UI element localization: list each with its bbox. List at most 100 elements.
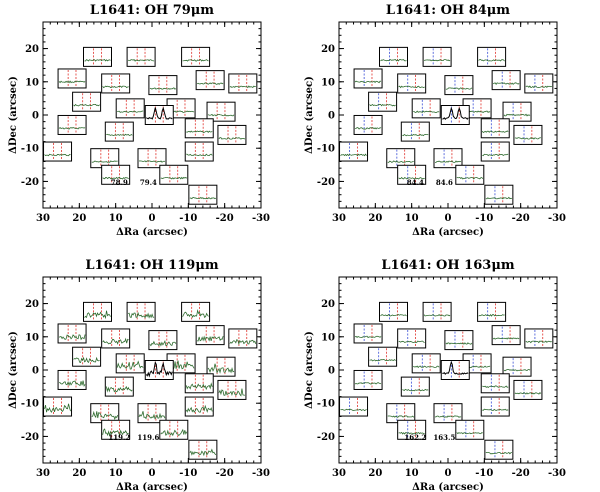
spectrum-trace	[503, 369, 531, 372]
y-tick-label: -20	[317, 432, 335, 443]
spaxel	[440, 360, 470, 380]
spaxel-box	[217, 124, 247, 145]
y-axis-label: ΔDec (arcsec)	[8, 76, 19, 154]
spectrum-trace	[91, 410, 119, 421]
spaxel-box	[115, 98, 145, 119]
spaxel	[455, 164, 485, 185]
spaxel-box	[368, 91, 398, 112]
spectrum-trace	[354, 335, 382, 339]
x-tick-label: 30	[36, 213, 50, 224]
spaxel	[353, 323, 383, 344]
spectrum-trace	[186, 130, 213, 133]
spaxel	[206, 356, 236, 377]
spectrum-trace	[445, 87, 473, 90]
x-tick-label: 0	[445, 213, 452, 224]
spectrum-trace	[189, 196, 217, 200]
spectrum-trace	[117, 110, 144, 113]
spaxel-box	[72, 346, 102, 367]
spaxel	[397, 73, 427, 94]
spaxel-box	[524, 328, 554, 349]
panel-4: L1641: OH 163μm 30 20 10 0 -10 -20 -30 20 10 0 -10 -…	[304, 258, 566, 492]
spectrum-trace	[218, 137, 246, 140]
spaxel	[137, 148, 167, 169]
y-tick-label: 0	[328, 111, 335, 122]
spaxel	[524, 73, 554, 94]
spaxel	[101, 164, 131, 185]
spaxel	[440, 105, 470, 125]
x-tick-label: 0	[149, 213, 156, 224]
spaxel	[353, 68, 383, 89]
spectrum-trace	[485, 451, 513, 455]
spaxel-box	[184, 396, 214, 417]
spaxel-box	[43, 141, 73, 162]
y-tick-label: 20	[321, 44, 335, 55]
spaxel	[228, 73, 258, 94]
spaxel	[433, 148, 463, 169]
spaxel-box	[83, 46, 112, 67]
spaxel	[353, 114, 383, 135]
spectrum-trace	[138, 411, 166, 420]
spaxel	[462, 98, 492, 119]
spectrum-trace	[58, 334, 86, 341]
spaxel	[188, 184, 218, 205]
panel-title: L1641: OH 79μm	[90, 3, 214, 18]
x-tick-label: -20	[216, 213, 234, 224]
spaxel-box	[126, 46, 156, 67]
spectrum-trace	[185, 382, 213, 391]
y-tick-label: 20	[25, 44, 39, 55]
spaxel-box	[104, 376, 134, 397]
spectrum-trace	[196, 82, 224, 85]
spaxel	[144, 105, 174, 125]
line-annotation: 162.2	[404, 433, 426, 442]
spectrum-trace	[482, 408, 509, 411]
panel-title: L1641: OH 84μm	[386, 3, 510, 18]
spaxel-box	[57, 323, 87, 344]
spectrum-trace	[525, 340, 552, 344]
y-tick-label: -20	[21, 177, 39, 188]
spaxel-box	[184, 118, 214, 139]
spaxel-box	[397, 164, 427, 185]
spaxel	[480, 118, 510, 139]
spaxel	[57, 68, 87, 89]
spectrum-trace	[456, 432, 483, 435]
x-tick-label: 20	[72, 213, 86, 224]
spectrum-trace	[387, 160, 414, 163]
spaxel	[57, 369, 87, 390]
spaxel-box	[101, 164, 131, 185]
spaxel	[433, 403, 463, 424]
spectrum-trace	[481, 130, 509, 133]
x-tick-label: 10	[405, 468, 419, 479]
spaxel	[90, 403, 120, 424]
spectrum-trace	[434, 160, 462, 163]
x-tick-label: 10	[109, 468, 123, 479]
spaxel-box	[477, 46, 507, 67]
spaxel	[195, 70, 225, 91]
line-annotation: 119.6	[137, 433, 159, 442]
spaxel-box	[57, 68, 87, 89]
x-tick-label: -30	[548, 468, 566, 479]
spectrum-trace	[492, 337, 520, 340]
spaxel	[137, 403, 167, 424]
spaxel-box	[181, 46, 211, 67]
spaxel-box	[184, 373, 214, 394]
x-tick-label: -10	[179, 468, 197, 479]
y-tick-label: 0	[328, 366, 335, 377]
spaxel	[159, 164, 189, 185]
x-tick-label: 0	[149, 468, 156, 479]
spaxel-box	[159, 419, 189, 440]
y-tick-label: 10	[321, 332, 335, 343]
spaxel-box	[491, 70, 521, 91]
spaxel	[57, 323, 87, 344]
spaxel-box	[400, 376, 430, 397]
spaxel-box	[397, 328, 427, 349]
x-tick-label: 10	[405, 213, 419, 224]
y-tick-label: -20	[317, 177, 335, 188]
spaxel-box	[440, 360, 470, 380]
spaxel	[104, 376, 134, 397]
spaxel	[206, 101, 236, 122]
line-annotation: 79.4	[140, 178, 157, 187]
spaxel	[411, 98, 441, 119]
spectrum-trace	[229, 339, 257, 346]
spectrum-trace	[485, 196, 512, 200]
spectrum-trace	[354, 80, 382, 84]
